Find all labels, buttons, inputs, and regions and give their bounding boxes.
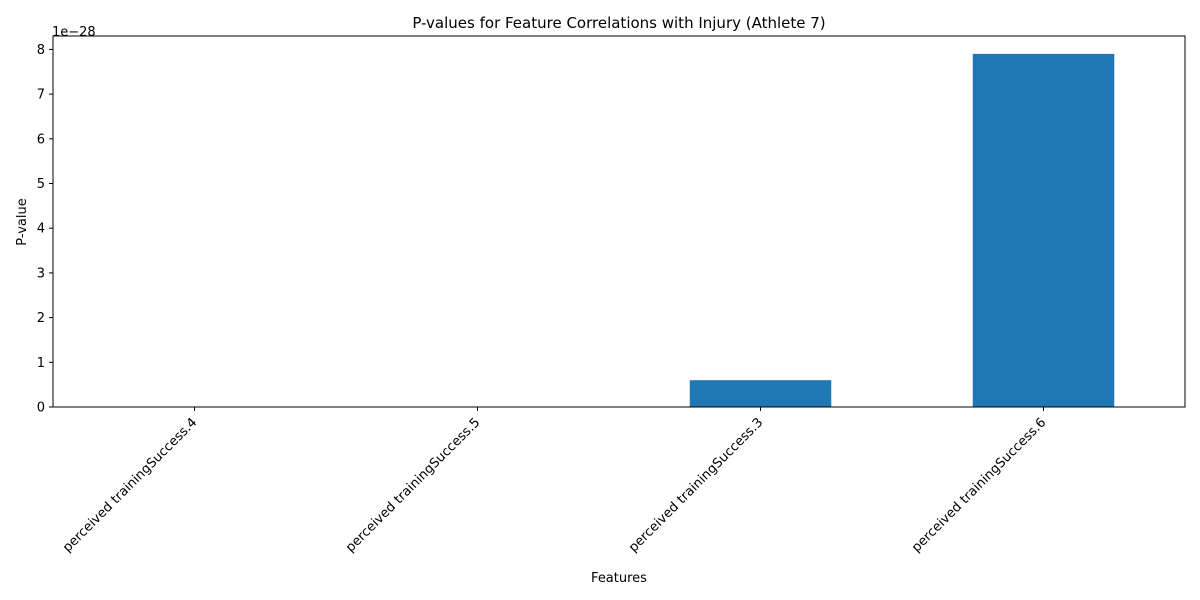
x-axis-title: Features bbox=[591, 571, 647, 586]
y-tick-label: 2 bbox=[37, 311, 45, 326]
chart-title: P-values for Feature Correlations with I… bbox=[412, 14, 825, 32]
y-tick-label: 8 bbox=[37, 43, 45, 58]
x-tick-label: perceived trainingSuccess.6 bbox=[909, 415, 1049, 555]
bars-layer bbox=[689, 53, 1115, 407]
bar-4 bbox=[972, 53, 1115, 407]
y-tick-label: 4 bbox=[37, 222, 45, 237]
y-tick-label: 6 bbox=[37, 132, 45, 147]
y-tick-label: 5 bbox=[37, 177, 45, 192]
x-tick-label: perceived trainingSuccess.3 bbox=[626, 415, 766, 555]
y-tick-label: 1 bbox=[37, 356, 45, 371]
bar-3 bbox=[689, 380, 832, 407]
y-ticks: 0 1 2 3 4 5 6 7 8 bbox=[37, 43, 53, 416]
y-tick-label: 7 bbox=[37, 88, 45, 103]
y-tick-label: 3 bbox=[37, 266, 45, 281]
y-tick-label: 0 bbox=[37, 401, 45, 416]
y-axis-title: P-value bbox=[15, 198, 30, 245]
x-ticks: perceived trainingSuccess.4 perceived tra… bbox=[60, 407, 1049, 555]
plot-frame bbox=[52, 35, 1186, 408]
y-offset-label: 1e−28 bbox=[52, 25, 96, 40]
x-tick-label: perceived trainingSuccess.5 bbox=[343, 415, 483, 555]
x-tick-label: perceived trainingSuccess.4 bbox=[60, 415, 200, 555]
